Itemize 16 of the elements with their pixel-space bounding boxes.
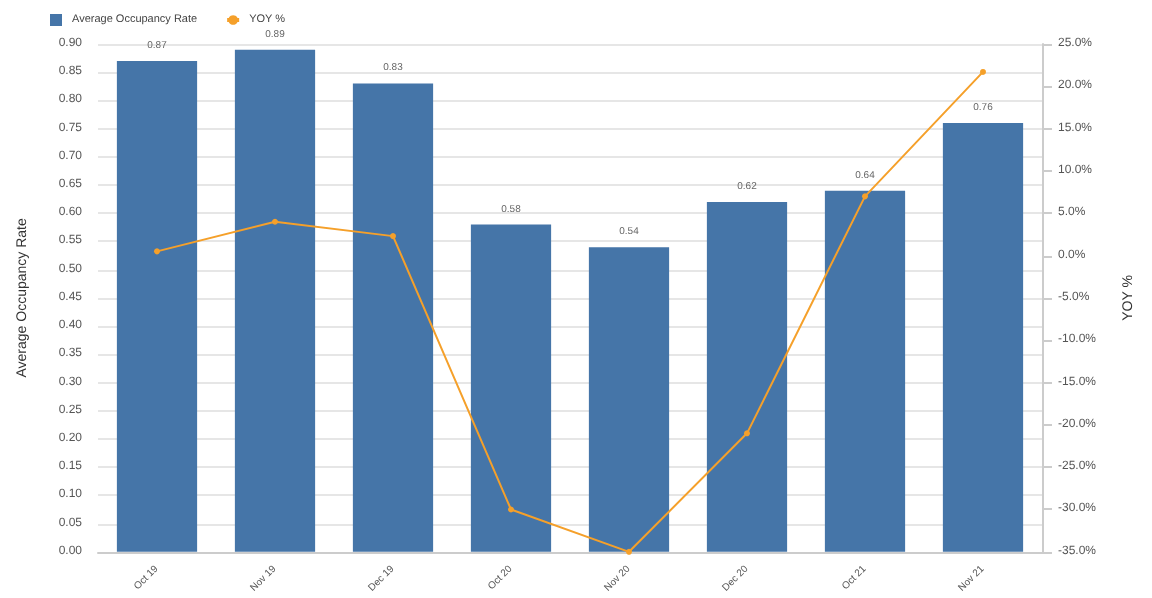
point: [626, 548, 632, 555]
bar: [824, 190, 906, 552]
point: [272, 218, 278, 225]
bar: [588, 247, 670, 552]
bar: [942, 122, 1024, 552]
bar: [706, 201, 788, 552]
bar: [352, 83, 434, 552]
point: [980, 68, 986, 75]
bar: [470, 224, 552, 552]
point: [154, 248, 160, 255]
point: [390, 233, 396, 240]
point: [508, 506, 514, 513]
bar: [234, 49, 316, 552]
point: [744, 430, 750, 437]
bar: [116, 60, 198, 552]
point: [862, 193, 868, 200]
